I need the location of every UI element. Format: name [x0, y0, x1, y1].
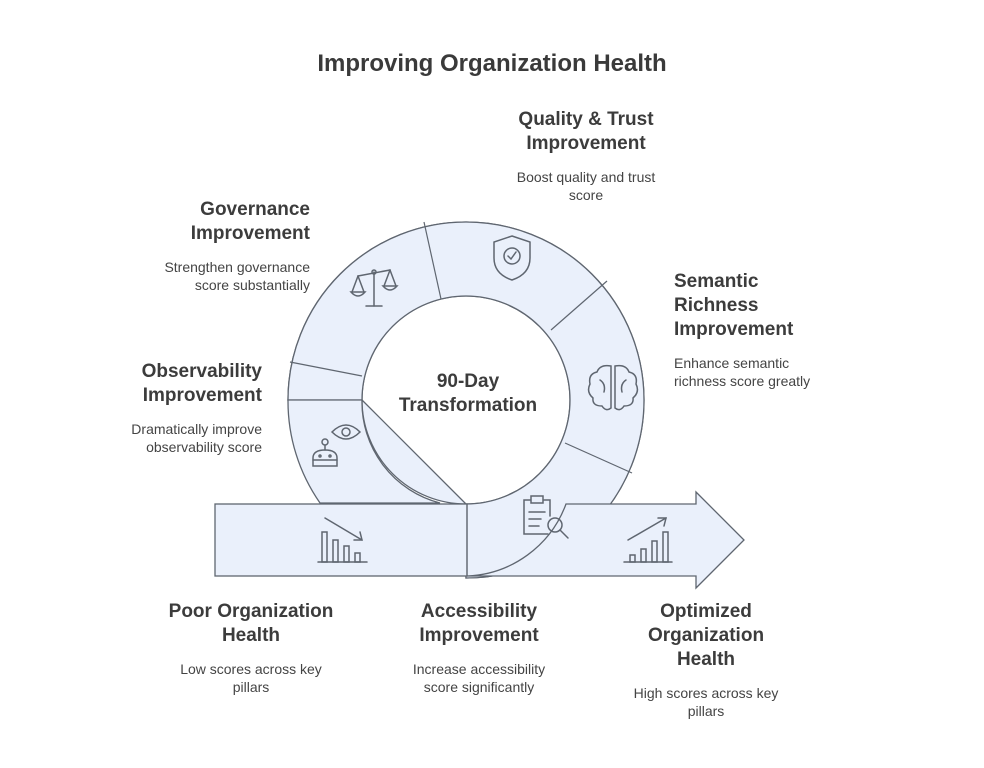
diagram-title: Improving Organization Health	[317, 50, 667, 77]
stage-title: Accessibility Improvement	[419, 601, 539, 646]
stage-title: Governance Improvement	[190, 199, 310, 244]
stage-title: Poor Organization Health	[168, 601, 334, 646]
stage-quality: Quality & Trust Improvement Boost qualit…	[486, 108, 686, 204]
stage-accessibility: Accessibility Improvement Increase acces…	[379, 600, 579, 696]
stage-title: Semantic Richness Improvement	[674, 271, 794, 340]
stage-governance: Governance Improvement Strengthen govern…	[110, 198, 310, 294]
stage-description: Strengthen governance score substantiall…	[164, 259, 310, 293]
stage-description: Enhance semantic richness score greatly	[674, 355, 811, 389]
brain-icon	[587, 364, 639, 411]
stage-semantic: Semantic Richness Improvement Enhance se…	[674, 270, 874, 390]
stage-poor: Poor Organization Health Low scores acro…	[150, 600, 352, 696]
stage-description: Boost quality and trust score	[516, 169, 656, 203]
stage-description: Increase accessibility score significant…	[412, 661, 546, 695]
divider	[423, 221, 442, 300]
clipboard-search-icon	[523, 495, 569, 539]
stage-title: Observability Improvement	[141, 361, 262, 406]
stage-title: Quality & Trust Improvement	[518, 109, 654, 154]
start-bar	[214, 503, 468, 577]
balance-scale-icon	[349, 269, 399, 307]
center-label: 90-Day Transformation	[398, 371, 538, 416]
stage-title: Optimized Organization Health	[647, 601, 765, 670]
stage-description: Dramatically improve observability score	[131, 421, 262, 455]
stage-observability: Observability Improvement Dramatically i…	[82, 360, 262, 456]
bar-chart-down-icon	[317, 517, 368, 563]
bar-chart-up-icon	[623, 517, 673, 563]
divider	[564, 442, 633, 474]
stage-description: Low scores across key pillars	[180, 661, 322, 695]
divider	[550, 280, 608, 331]
divider	[289, 361, 363, 377]
robot-eye-icon	[312, 424, 362, 467]
stage-optimized: Optimized Organization Health High score…	[606, 600, 806, 720]
ring-lower-left	[287, 399, 441, 504]
shield-check-icon	[493, 235, 531, 281]
stage-description: High scores across key pillars	[633, 685, 779, 719]
end-arrow	[466, 490, 745, 590]
